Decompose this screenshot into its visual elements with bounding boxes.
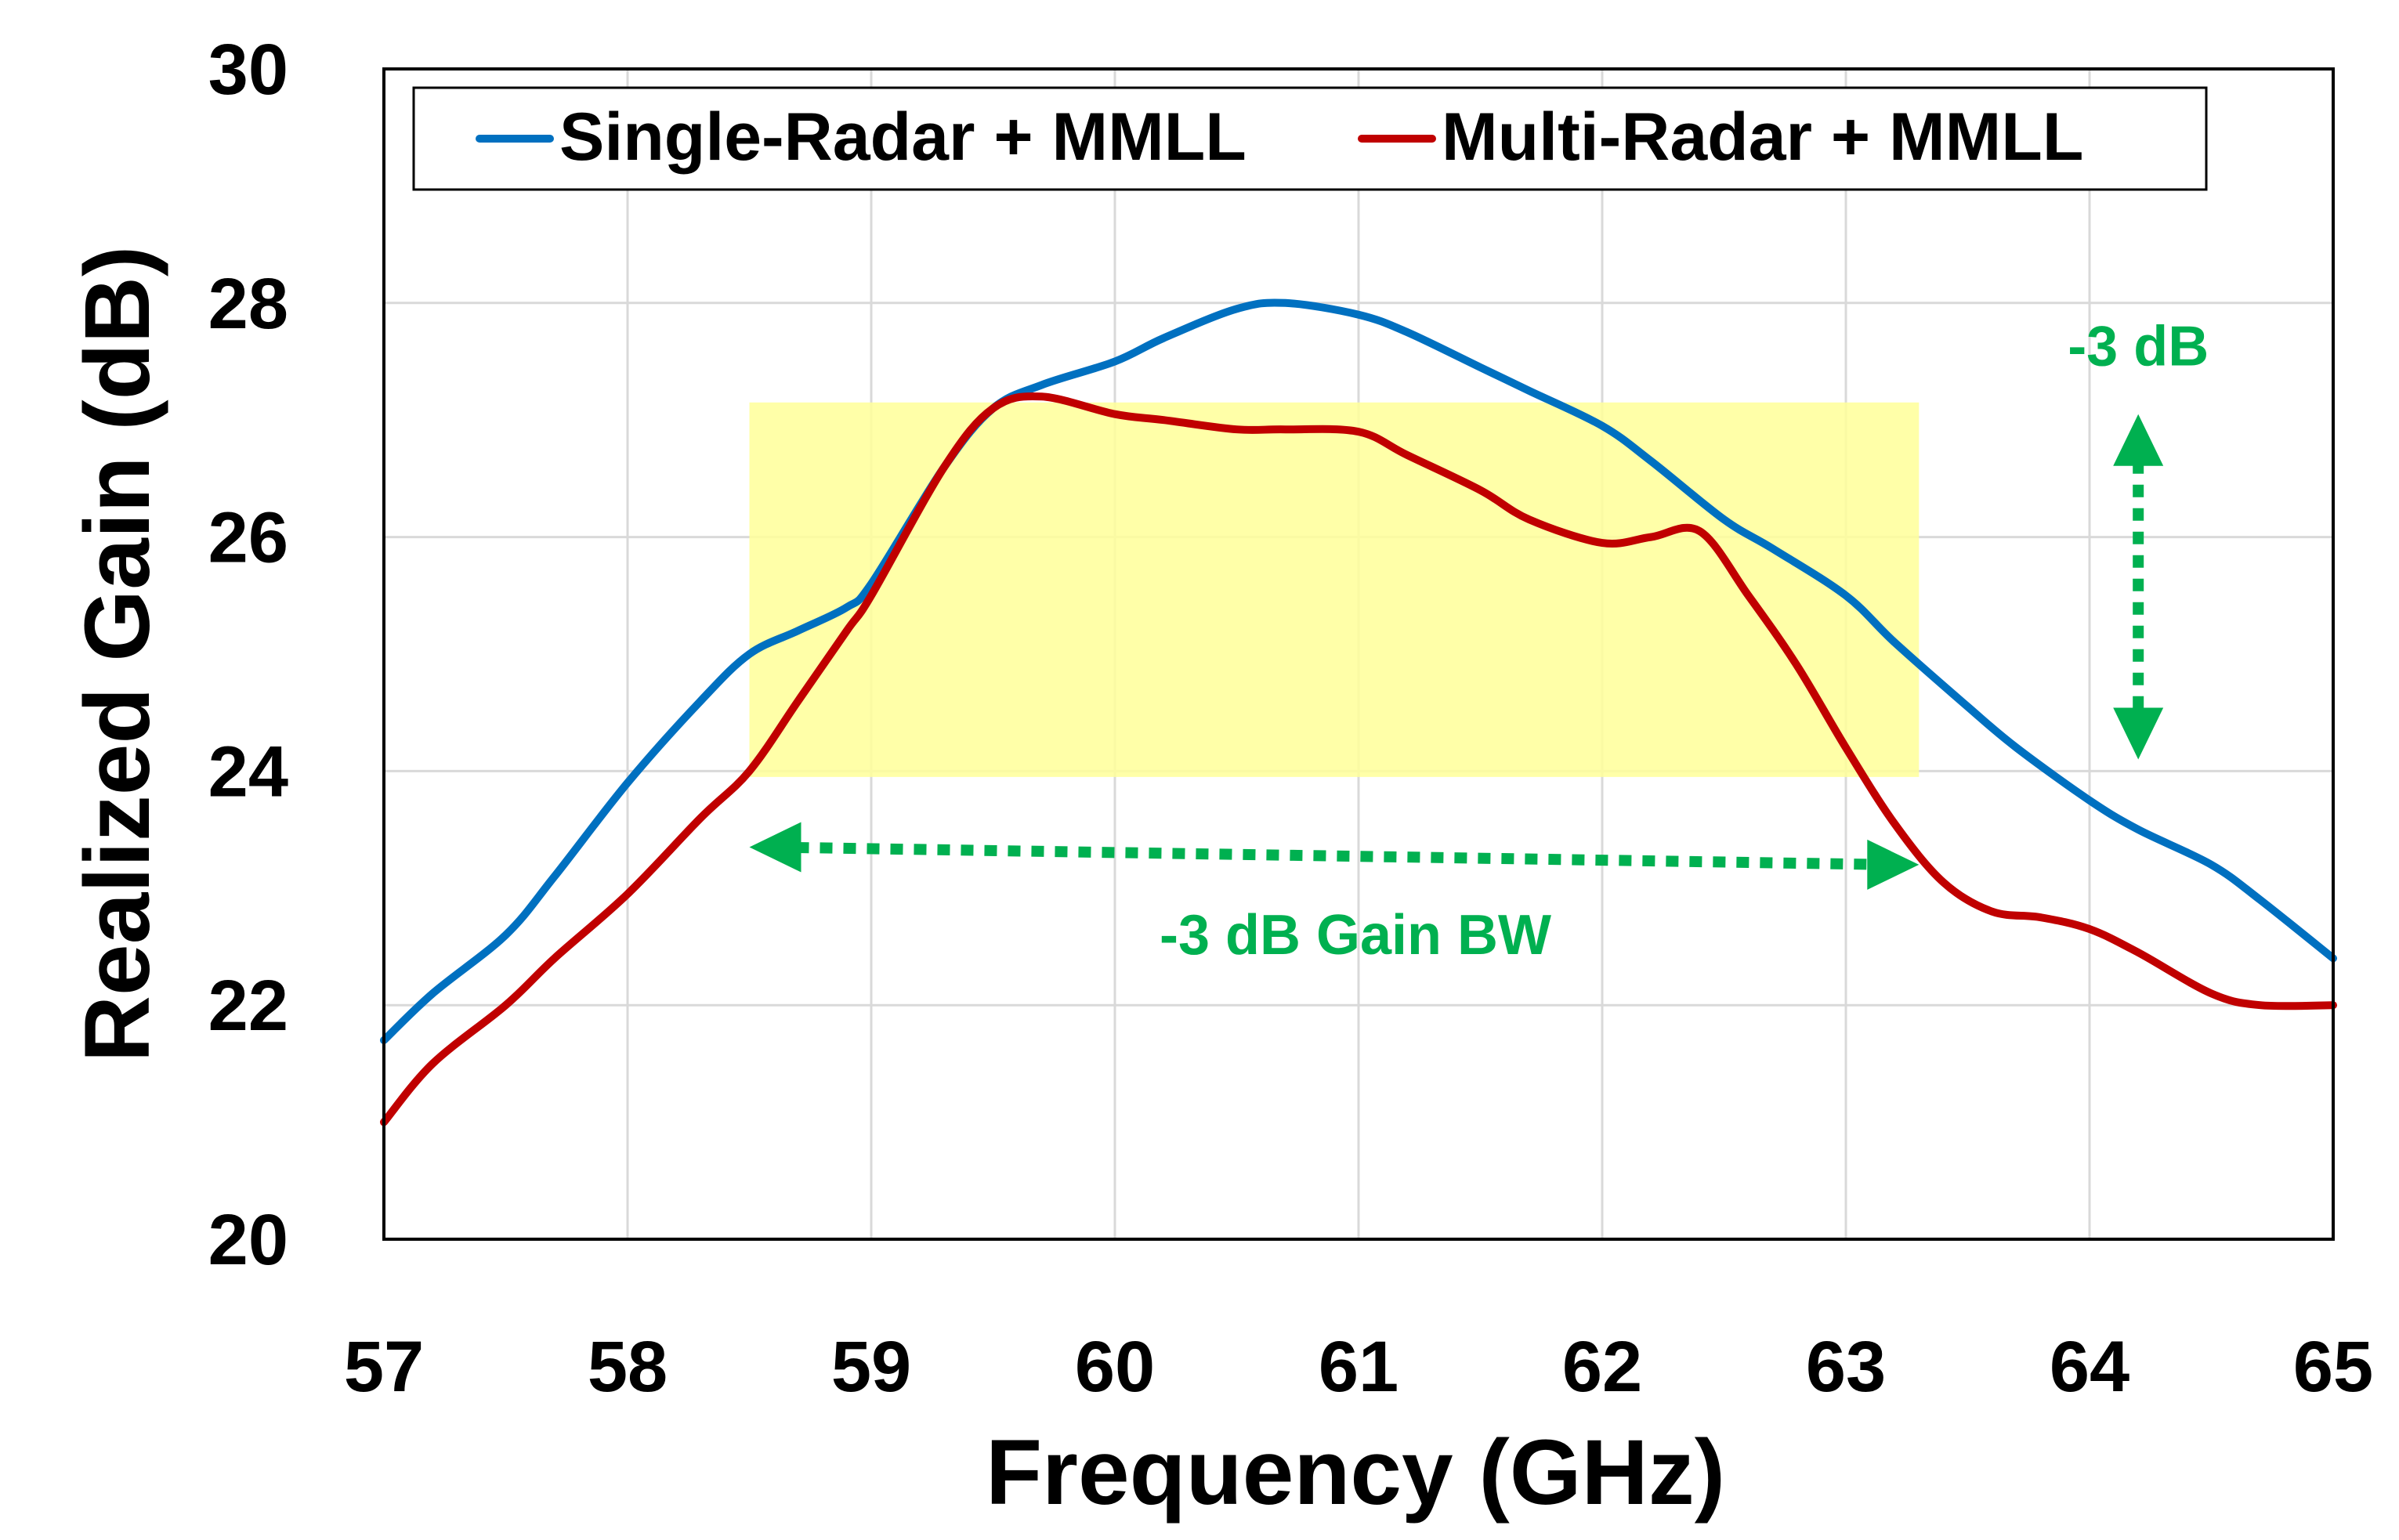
- legend-label-single-radar: Single-Radar + MMLL: [559, 99, 1247, 175]
- y-tick-label: 20: [208, 1200, 288, 1280]
- bandwidth-arrow-head-right: [1867, 839, 1920, 890]
- x-tick-label: 63: [1806, 1327, 1886, 1407]
- bandwidth-arrow-head-left: [749, 822, 801, 873]
- legend-label-multi-radar: Multi-Radar + MMLL: [1442, 99, 2083, 175]
- y-tick-label: 30: [208, 30, 288, 110]
- y-tick-label: 26: [208, 498, 288, 578]
- series-line-single-radar: [380, 298, 2337, 1044]
- x-tick-label: 59: [831, 1327, 911, 1407]
- x-axis-title: Frequency (GHz): [986, 1421, 1725, 1524]
- x-tick-label: 60: [1075, 1327, 1155, 1407]
- x-tick-label: 61: [1319, 1327, 1399, 1407]
- plot-frame: [382, 67, 2335, 1241]
- series-layer: [380, 298, 2337, 1126]
- x-tick-label: 57: [344, 1327, 424, 1407]
- annotation-layer: -3 dB Gain BW -3 dB: [749, 316, 2209, 967]
- db-arrow-head-top: [2113, 414, 2164, 466]
- legend-box: [412, 86, 2208, 191]
- x-tick-label: 64: [2050, 1327, 2129, 1407]
- y-tick-label: 22: [208, 966, 288, 1046]
- db-label: -3 dB: [2068, 316, 2209, 378]
- y-axis-title: Realized Gain (dB): [66, 246, 169, 1062]
- x-tick-label: 58: [588, 1327, 668, 1407]
- bandwidth-label: -3 dB Gain BW: [1160, 904, 1551, 967]
- y-tick-label: 24: [208, 732, 288, 812]
- x-tick-label: 65: [2293, 1327, 2373, 1407]
- bandwidth-arrow-line: [796, 841, 1873, 870]
- series-line-multi-radar: [380, 392, 2337, 1126]
- y-tick-labels: 20 22 24 26 28 30: [208, 30, 288, 1280]
- y-tick-label: 28: [208, 264, 288, 344]
- x-tick-labels: 57 58 59 60 61 62 63 64 65: [344, 1327, 2373, 1407]
- legend: Single-Radar + MMLL Multi-Radar + MMLL: [412, 86, 2208, 191]
- x-tick-label: 62: [1562, 1327, 1642, 1407]
- db-arrow-head-bottom: [2113, 707, 2164, 760]
